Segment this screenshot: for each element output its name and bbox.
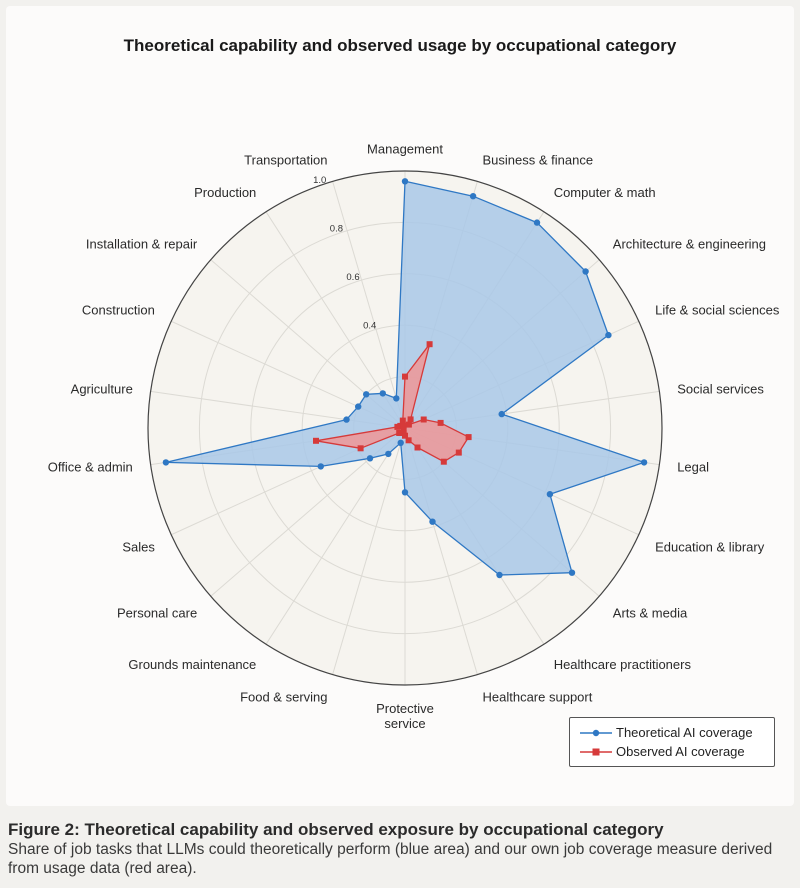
grid-spoke xyxy=(332,427,406,675)
data-point-theoretical-ai-coverage-healthcare-support xyxy=(429,518,436,525)
grid-spoke xyxy=(332,181,406,429)
data-point-theoretical-ai-coverage-life-and-social-sciences xyxy=(605,331,612,339)
category-label-grounds-maintenance: Grounds maintenance xyxy=(128,657,256,672)
radial-tick-label: 1.0 xyxy=(313,175,326,186)
data-point-observed-ai-coverage-life-and-social-sciences xyxy=(420,416,427,423)
legend-item-observed: Observed AI coverage xyxy=(570,743,774,761)
data-point-theoretical-ai-coverage-legal xyxy=(640,459,648,466)
data-point-observed-ai-coverage-production xyxy=(400,422,407,429)
caption-title: Figure 2: Theoretical capability and obs… xyxy=(8,820,664,839)
data-point-theoretical-ai-coverage-installation-and-repair xyxy=(363,391,370,398)
caption-text: Share of job tasks that LLMs could theor… xyxy=(8,841,773,877)
radar-chart: 0.4 0.6 0.8 1.0 Management Business & finance… xyxy=(48,142,780,732)
data-point-theoretical-ai-coverage-grounds-maintenance xyxy=(385,450,392,458)
data-point-theoretical-ai-coverage-management xyxy=(401,178,409,185)
data-point-observed-ai-coverage-education-and-library xyxy=(455,449,462,456)
category-label-life-and-social-sciences: Life & social sciences xyxy=(655,302,780,317)
figure-caption: Figure 2: Theoretical capability and obs… xyxy=(8,820,798,878)
category-label-personal-care: Personal care xyxy=(117,606,197,621)
data-point-observed-ai-coverage-management xyxy=(402,373,408,380)
category-label-installation-and-repair: Installation & repair xyxy=(86,236,198,251)
data-point-theoretical-ai-coverage-transportation xyxy=(393,395,400,402)
category-label-architecture-and-engineering: Architecture & engineering xyxy=(613,236,766,251)
category-label-healthcare-practitioners: Healthcare practitioners xyxy=(554,657,692,672)
data-point-theoretical-ai-coverage-healthcare-practitioners xyxy=(496,571,503,579)
data-point-theoretical-ai-coverage-arts-and-media xyxy=(568,569,576,576)
data-point-theoretical-ai-coverage-business-and-finance xyxy=(469,193,477,200)
data-point-theoretical-ai-coverage-agriculture xyxy=(343,416,350,423)
data-point-observed-ai-coverage-personal-care xyxy=(396,430,403,436)
legend-item-theoretical: Theoretical AI coverage xyxy=(570,724,774,742)
category-label-construction: Construction xyxy=(82,302,155,317)
chart-title: Theoretical capability and observed usag… xyxy=(123,36,677,55)
category-label-production: Production xyxy=(194,185,256,200)
data-point-observed-ai-coverage-office-and-admin xyxy=(313,437,319,444)
legend-label-theoretical: Theoretical AI coverage xyxy=(616,725,753,740)
category-label-legal: Legal xyxy=(677,460,709,475)
grid-spoke xyxy=(265,427,406,645)
data-point-observed-ai-coverage-arts-and-media xyxy=(440,458,447,465)
data-point-theoretical-ai-coverage-architecture-and-engineering xyxy=(582,268,589,275)
category-label-sales: Sales xyxy=(122,540,155,555)
data-point-observed-ai-coverage-transportation xyxy=(399,417,406,424)
category-label-transportation: Transportation xyxy=(244,153,327,168)
category-label-computer-and-math: Computer & math xyxy=(554,185,656,200)
data-point-observed-ai-coverage-healthcare-practitioners xyxy=(414,444,421,451)
data-point-theoretical-ai-coverage-protective-service xyxy=(401,489,409,496)
category-label-protective-service: Protective service xyxy=(376,701,434,731)
data-point-theoretical-ai-coverage-social-services xyxy=(498,410,505,418)
plot-boundary xyxy=(147,170,663,686)
radial-tick-label: 0.8 xyxy=(330,224,343,235)
data-point-theoretical-ai-coverage-production xyxy=(379,390,386,397)
category-label-healthcare-support: Healthcare support xyxy=(483,689,593,704)
data-point-theoretical-ai-coverage-education-and-library xyxy=(546,491,554,498)
data-point-theoretical-ai-coverage-construction xyxy=(355,403,362,410)
category-label-management: Management xyxy=(367,142,443,157)
data-point-theoretical-ai-coverage-sales xyxy=(317,463,324,470)
radial-tick-label: 0.4 xyxy=(363,321,376,332)
data-point-observed-ai-coverage-healthcare-support xyxy=(405,437,412,444)
radial-tick-label: 0.6 xyxy=(346,272,359,283)
category-label-business-and-finance: Business & finance xyxy=(483,153,594,168)
category-label-arts-and-media: Arts & media xyxy=(613,606,688,621)
data-point-observed-ai-coverage-grounds-maintenance xyxy=(400,427,407,434)
data-point-observed-ai-coverage-computer-and-math xyxy=(407,416,414,423)
data-point-theoretical-ai-coverage-food-and-serving xyxy=(397,439,404,446)
category-label-social-services: Social services xyxy=(677,381,764,396)
category-label-education-and-library: Education & library xyxy=(655,540,765,555)
legend-swatch-observed xyxy=(580,748,612,756)
legend-label-observed: Observed AI coverage xyxy=(616,744,745,759)
data-point-theoretical-ai-coverage-computer-and-math xyxy=(533,219,541,226)
data-point-observed-ai-coverage-social-services xyxy=(437,419,444,426)
category-label-food-and-serving: Food & serving xyxy=(240,689,327,704)
data-point-observed-ai-coverage-sales xyxy=(357,445,364,452)
data-point-theoretical-ai-coverage-personal-care xyxy=(366,455,374,462)
category-label-agriculture: Agriculture xyxy=(71,381,133,396)
data-point-observed-ai-coverage-business-and-finance xyxy=(426,341,433,348)
data-point-observed-ai-coverage-legal xyxy=(465,434,472,441)
legend-swatch-theoretical xyxy=(580,729,612,737)
legend: Theoretical AI coverage Observed AI cove… xyxy=(569,717,775,767)
data-point-theoretical-ai-coverage-office-and-admin xyxy=(162,459,170,466)
category-label-office-and-admin: Office & admin xyxy=(48,460,133,475)
data-point-observed-ai-coverage-architecture-and-engineering xyxy=(405,421,412,428)
